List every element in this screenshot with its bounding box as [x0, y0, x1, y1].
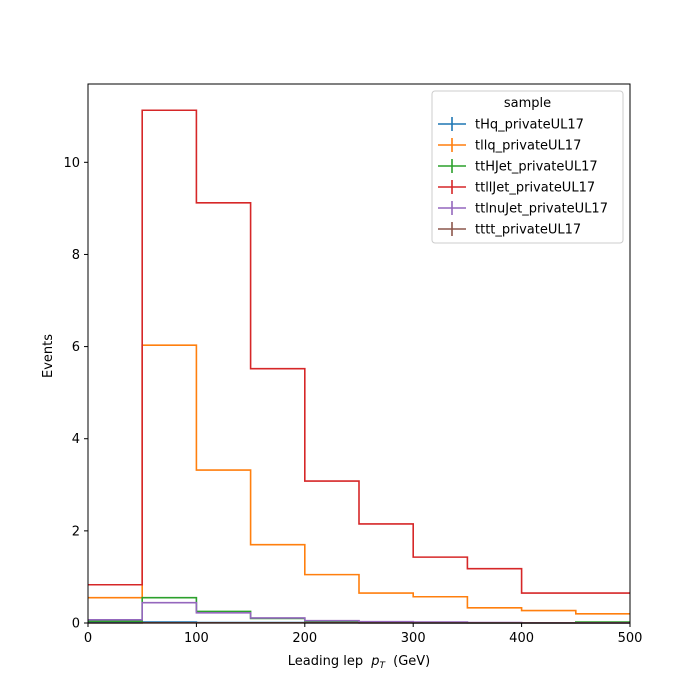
- y-tick-label: 4: [72, 432, 80, 447]
- x-axis-label-subscript: T: [379, 661, 386, 671]
- x-axis-ticks: 0 100 200 300 400 500: [84, 623, 643, 646]
- y-axis-ticks: 0 2 4 6 8 10: [63, 156, 88, 632]
- y-tick-label: 8: [72, 248, 80, 263]
- x-axis-label-text: Leading lep: [288, 654, 363, 669]
- legend-entry: tllq_privateUL17: [438, 138, 581, 154]
- x-tick-label: 400: [509, 631, 534, 646]
- legend-title: sample: [504, 96, 551, 111]
- y-tick-label: 0: [72, 617, 80, 632]
- legend-entry: ttllJet_privateUL17: [438, 180, 595, 196]
- y-tick-label: 10: [63, 156, 80, 171]
- legend-label: tttt_privateUL17: [475, 223, 581, 238]
- x-axis-label-unit: (GeV): [393, 654, 430, 669]
- y-tick-label: 6: [72, 340, 80, 355]
- legend: sample tHq_privateUL17 tllq_privateUL17tt…: [431, 90, 624, 244]
- legend-label: ttllJet_privateUL17: [475, 181, 595, 196]
- x-tick-label: 300: [401, 631, 426, 646]
- legend-label: tHq_privateUL17: [475, 118, 584, 133]
- legend-entry: ttHJet_privateUL17: [438, 159, 598, 175]
- series-line-ttlnuJet_privateUL17: [88, 601, 630, 624]
- legend-box: [431, 90, 624, 244]
- legend-label: tllq_privateUL17: [475, 139, 581, 154]
- legend-entry: ttlnuJet_privateUL17: [438, 201, 608, 217]
- legend-entry: tHq_privateUL17: [438, 117, 584, 133]
- x-axis-label: Leading lep pT (GeV): [288, 654, 430, 672]
- legend-entry: tttt_privateUL17: [438, 222, 581, 238]
- x-tick-label: 500: [618, 631, 643, 646]
- x-tick-label: 200: [292, 631, 317, 646]
- plot-frame: [87, 83, 631, 624]
- legend-label: ttHJet_privateUL17: [475, 160, 598, 175]
- y-axis-label: Events: [41, 334, 56, 378]
- x-tick-label: 0: [84, 631, 92, 646]
- x-axis-label-symbol: p: [370, 654, 379, 669]
- series-line-tllq_privateUL17: [88, 344, 630, 615]
- legend-entries: tHq_privateUL17 tllq_privateUL17 ttHJet_pr…: [438, 117, 608, 238]
- y-tick-label: 2: [72, 524, 80, 539]
- x-tick-label: 100: [184, 631, 209, 646]
- legend-label: ttlnuJet_privateUL17: [475, 202, 608, 217]
- series-line-ttllJet_privateUL17: [88, 109, 630, 594]
